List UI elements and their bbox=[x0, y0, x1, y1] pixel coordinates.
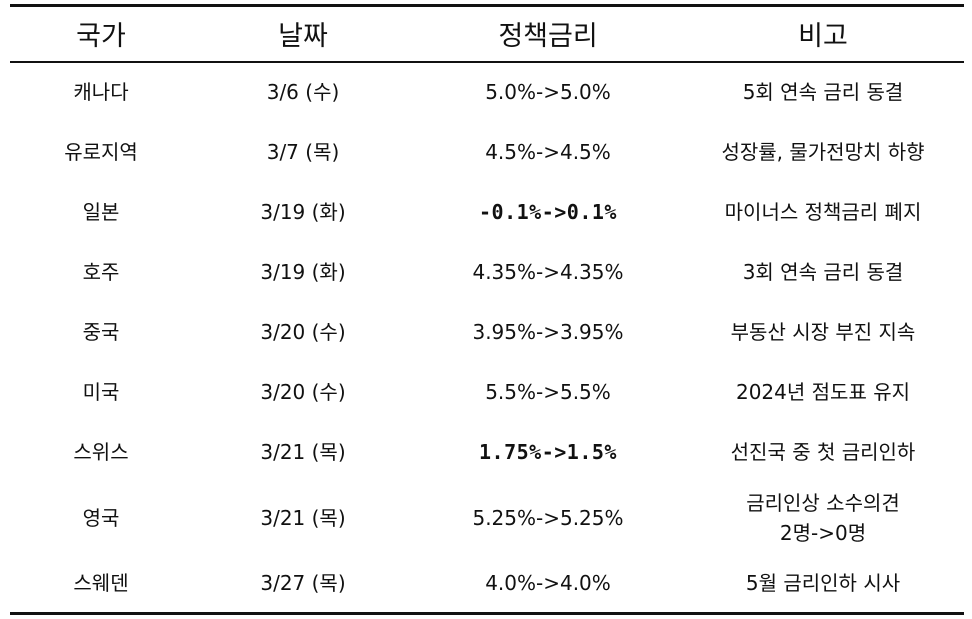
cell-country: 스웨덴 bbox=[73, 570, 129, 595]
table-row: 영국 3/21 (목) 5.25%->5.25% 금리인상 소수의견 2명->0명 bbox=[10, 482, 964, 554]
cell-country: 스위스 bbox=[73, 439, 129, 464]
cell-date: 3/19 (화) bbox=[260, 259, 346, 284]
cell-policy-rate: 3.95%->3.95% bbox=[472, 319, 624, 344]
cell-note: 성장률, 물가전망치 하향 bbox=[682, 122, 964, 182]
cell-note: 5월 금리인하 시사 bbox=[682, 554, 964, 614]
cell-country: 일본 bbox=[82, 199, 120, 224]
cell-note: 2024년 점도표 유지 bbox=[682, 362, 964, 422]
cell-note: 3회 연속 금리 동결 bbox=[682, 242, 964, 302]
note-line: 5회 연속 금리 동결 bbox=[742, 80, 904, 104]
table-row: 캐나다 3/6 (수) 5.0%->5.0% 5회 연속 금리 동결 bbox=[10, 62, 964, 122]
cell-policy-rate: 5.25%->5.25% bbox=[472, 505, 624, 530]
note-line: 5월 금리인하 시사 bbox=[745, 570, 901, 595]
header-date: 날짜 bbox=[278, 21, 328, 53]
table-row: 중국 3/20 (수) 3.95%->3.95% 부동산 시장 부진 지속 bbox=[10, 302, 964, 362]
cell-country: 유로지역 bbox=[64, 139, 138, 164]
cell-policy-rate: 1.75%->1.5% bbox=[479, 439, 617, 464]
note-line: 성장률, 물가전망치 하향 bbox=[721, 139, 925, 164]
cell-note: 5회 연속 금리 동결 bbox=[682, 62, 964, 122]
note-line: 선진국 중 첫 금리인하 bbox=[730, 439, 916, 464]
table-row: 호주 3/19 (화) 4.35%->4.35% 3회 연속 금리 동결 bbox=[10, 242, 964, 302]
cell-date: 3/6 (수) bbox=[266, 80, 340, 104]
note-line: 2024년 점도표 유지 bbox=[735, 379, 910, 404]
note-line: 2명->0명 bbox=[779, 520, 867, 545]
cell-date: 3/7 (목) bbox=[266, 139, 340, 164]
cell-policy-rate: 4.0%->4.0% bbox=[485, 570, 611, 595]
cell-policy-rate: -0.1%->0.1% bbox=[479, 199, 617, 224]
cell-country: 호주 bbox=[82, 259, 120, 284]
cell-country: 캐나다 bbox=[73, 80, 129, 104]
table-row: 일본 3/19 (화) -0.1%->0.1% 마이너스 정책금리 폐지 bbox=[10, 182, 964, 242]
table-row: 스웨덴 3/27 (목) 4.0%->4.0% 5월 금리인하 시사 bbox=[10, 554, 964, 614]
note-line: 금리인상 소수의견 bbox=[746, 490, 900, 515]
cell-note: 마이너스 정책금리 폐지 bbox=[682, 182, 964, 242]
cell-date: 3/20 (수) bbox=[260, 319, 346, 344]
cell-policy-rate: 5.0%->5.0% bbox=[485, 80, 611, 104]
note-line: 3회 연속 금리 동결 bbox=[742, 259, 904, 284]
cell-country: 중국 bbox=[82, 319, 120, 344]
header-country: 국가 bbox=[76, 21, 126, 53]
table-row: 스위스 3/21 (목) 1.75%->1.5% 선진국 중 첫 금리인하 bbox=[10, 422, 964, 482]
cell-date: 3/21 (목) bbox=[260, 505, 346, 530]
cell-country: 영국 bbox=[82, 505, 120, 530]
cell-policy-rate: 5.5%->5.5% bbox=[485, 379, 611, 404]
cell-note: 부동산 시장 부진 지속 bbox=[682, 302, 964, 362]
cell-date: 3/27 (목) bbox=[260, 570, 346, 595]
cell-country: 미국 bbox=[82, 379, 120, 404]
header-row: 국가 날짜 정책금리 비고 bbox=[10, 5, 964, 62]
note-line: 부동산 시장 부진 지속 bbox=[730, 319, 916, 344]
cell-policy-rate: 4.5%->4.5% bbox=[485, 139, 611, 164]
header-policy-rate: 정책금리 bbox=[498, 21, 598, 53]
cell-note: 선진국 중 첫 금리인하 bbox=[682, 422, 964, 482]
header-note: 비고 bbox=[798, 21, 848, 53]
cell-date: 3/21 (목) bbox=[260, 439, 346, 464]
cell-date: 3/20 (수) bbox=[260, 379, 346, 404]
cell-note: 금리인상 소수의견 2명->0명 bbox=[682, 482, 964, 554]
cell-date: 3/19 (화) bbox=[260, 199, 346, 224]
policy-rate-table: 국가 날짜 정책금리 비고 캐나다 3/6 (수) 5.0%->5.0% 5회 연속 … bbox=[10, 4, 964, 615]
note-line: 마이너스 정책금리 폐지 bbox=[724, 199, 922, 224]
cell-policy-rate: 4.35%->4.35% bbox=[472, 259, 624, 284]
table-row: 유로지역 3/7 (목) 4.5%->4.5% 성장률, 물가전망치 하향 bbox=[10, 122, 964, 182]
table-row: 미국 3/20 (수) 5.5%->5.5% 2024년 점도표 유지 bbox=[10, 362, 964, 422]
table-header: 국가 날짜 정책금리 비고 bbox=[10, 5, 964, 62]
